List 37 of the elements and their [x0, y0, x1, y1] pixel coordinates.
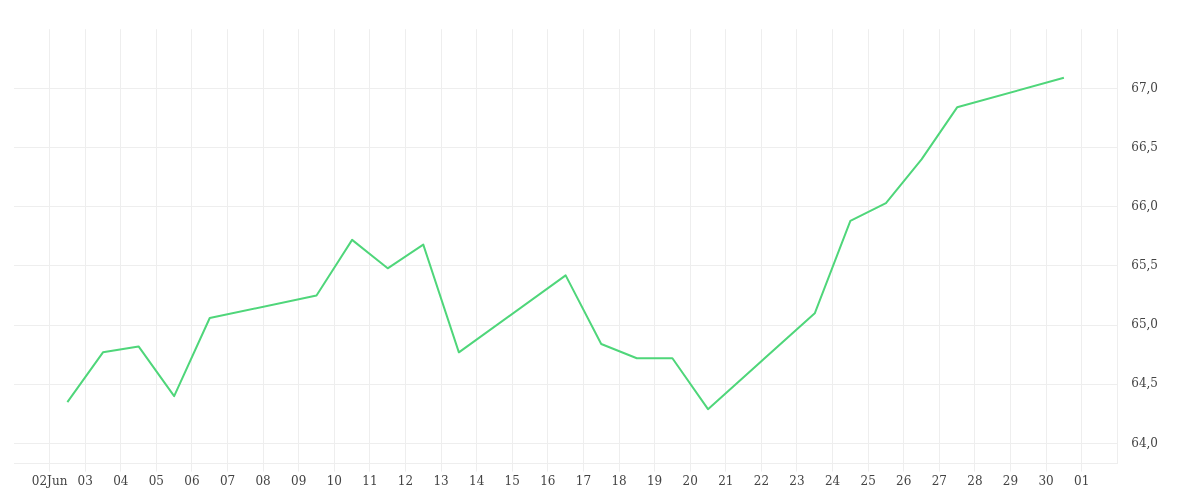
y-tick-label: 64,0: [1131, 435, 1158, 450]
x-tick-label: 21: [718, 473, 734, 488]
x-tick-label: 15: [504, 473, 520, 488]
x-tick-label: 19: [646, 473, 663, 488]
x-tick-label: 26: [896, 473, 912, 488]
x-tick-label: 13: [433, 473, 449, 488]
x-tick-label: 17: [575, 473, 592, 488]
x-tick-label: 10: [326, 473, 342, 488]
x-tick-label: 01: [1074, 473, 1090, 488]
x-tick-label: 16: [540, 473, 556, 488]
x-tick-label: 08: [255, 473, 271, 488]
x-tick-label: 30: [1038, 473, 1054, 488]
x-tick-label: 14: [469, 473, 485, 488]
y-tick-label: 64,5: [1131, 376, 1158, 391]
x-tick-label: 03: [77, 473, 93, 488]
x-tick-label: 27: [931, 473, 947, 488]
x-tick-label: 04: [113, 473, 129, 488]
x-tick-label: 25: [860, 473, 876, 488]
x-tick-label: 29: [1002, 473, 1019, 488]
x-tick-label: 11: [362, 473, 378, 488]
x-tick-label: 07: [219, 473, 236, 488]
x-tick-label: 23: [789, 473, 805, 488]
y-tick-label: 67,0: [1131, 80, 1158, 95]
x-tick-label: 20: [682, 473, 698, 488]
y-tick-label: 66,0: [1131, 198, 1158, 213]
x-tick-label: 09: [291, 473, 307, 488]
x-tick-label: 02Jun: [31, 473, 68, 488]
y-tick-label: 66,5: [1131, 139, 1158, 154]
x-tick-label: 12: [397, 473, 414, 488]
x-tick-label: 24: [824, 473, 841, 488]
x-tick-label: 06: [184, 473, 200, 488]
y-tick-label: 65,5: [1131, 258, 1158, 273]
x-tick-label: 22: [753, 473, 770, 488]
y-tick-label: 65,0: [1131, 317, 1158, 332]
x-tick-label: 18: [611, 473, 627, 488]
x-tick-label: 05: [148, 473, 164, 488]
x-tick-label: 28: [967, 473, 983, 488]
